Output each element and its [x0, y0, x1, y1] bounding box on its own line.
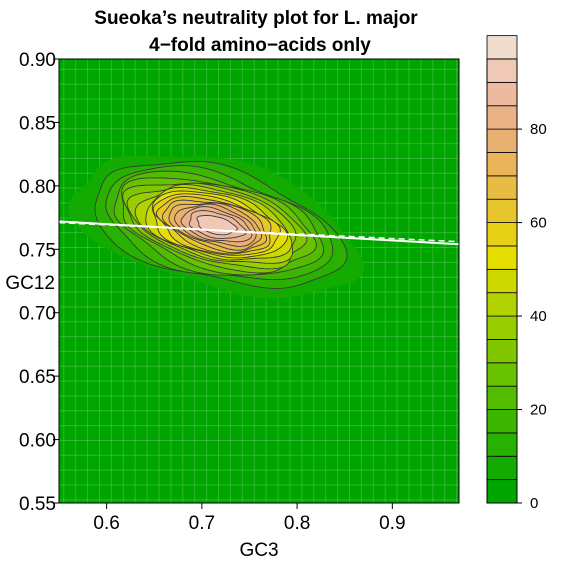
y-tick-label: 0.85 — [19, 113, 56, 134]
x-tick-label: 0.8 — [284, 513, 310, 534]
colorbar: 0 20 40 60 80 — [486, 35, 547, 512]
y-axis: 0.55 0.60 0.65 0.70 0.75 0.80 0.85 0.90 — [19, 50, 59, 515]
colorbar-swatch — [486, 339, 518, 364]
colorbar-tick-label: 80 — [530, 121, 547, 138]
y-tick-label: 0.65 — [19, 367, 56, 388]
y-tick-label: 0.90 — [19, 50, 56, 71]
colorbar-swatch — [486, 128, 518, 153]
colorbar-tick-label: 20 — [530, 402, 547, 419]
colorbar-tick-label: 0 — [530, 495, 538, 512]
y-axis-label: GC12 — [5, 273, 55, 294]
chart-subtitle: 4−fold amino−acids only — [149, 35, 371, 56]
density-contours — [68, 155, 365, 299]
colorbar-swatch — [486, 409, 518, 434]
colorbar-swatch — [486, 175, 518, 200]
y-tick-label: 0.80 — [19, 177, 56, 198]
colorbar-swatch — [486, 385, 518, 410]
colorbar-swatch — [486, 105, 518, 130]
x-tick-label: 0.6 — [93, 513, 119, 534]
y-tick-label: 0.75 — [19, 240, 56, 261]
regression-line-dashed — [59, 221, 459, 243]
x-axis-label: GC3 — [239, 540, 278, 561]
y-tick-label: 0.60 — [19, 431, 56, 452]
colorbar-tick-label: 60 — [530, 215, 547, 232]
colorbar-swatch — [486, 81, 518, 107]
colorbar-swatch — [486, 479, 518, 504]
colorbar-swatch — [486, 455, 518, 481]
colorbar-swatch — [486, 222, 518, 247]
plot-area — [58, 58, 460, 504]
y-tick-label: 0.55 — [19, 494, 56, 515]
colorbar-swatch — [486, 292, 518, 317]
colorbar-swatch — [486, 35, 518, 60]
colorbar-border — [486, 58, 518, 504]
colorbar-swatch — [486, 58, 518, 83]
colorbar-tick-label: 40 — [530, 308, 547, 325]
colorbar-swatch — [486, 152, 518, 177]
chart-title: Sueoka’s neutrality plot for L. major — [94, 8, 418, 29]
plot-border — [58, 58, 460, 504]
y-tick-label: 0.70 — [19, 304, 56, 325]
x-tick-label: 0.9 — [379, 513, 405, 534]
colorbar-swatch — [486, 432, 518, 457]
colorbar-swatch — [486, 198, 518, 223]
colorbar-swatch — [486, 315, 518, 340]
x-axis: 0.6 0.7 0.8 0.9 — [93, 503, 406, 534]
colorbar-swatch — [486, 245, 518, 270]
colorbar-swatch — [486, 268, 518, 294]
x-tick-label: 0.7 — [189, 513, 215, 534]
colorbar-swatch — [486, 362, 518, 387]
